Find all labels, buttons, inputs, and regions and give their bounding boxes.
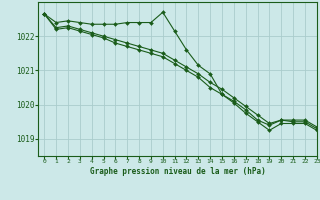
X-axis label: Graphe pression niveau de la mer (hPa): Graphe pression niveau de la mer (hPa) xyxy=(90,167,266,176)
